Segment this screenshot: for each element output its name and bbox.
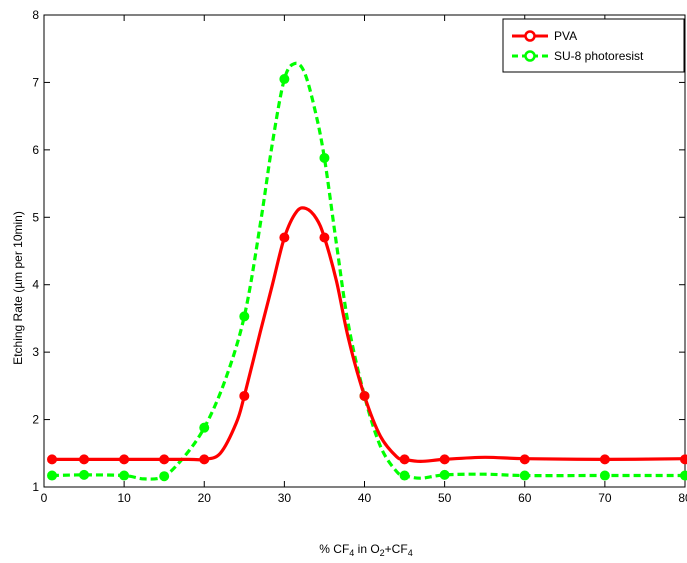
- x-axis-label-plus: +CF: [385, 542, 408, 556]
- x-tick-label: 30: [278, 491, 292, 505]
- y-tick-label: 4: [32, 278, 39, 292]
- data-point-pva: [200, 455, 209, 464]
- y-axis-label: Etching Rate (µm per 10min): [11, 211, 25, 365]
- data-point-su8: [120, 471, 129, 480]
- x-tick-label: 80: [678, 491, 687, 505]
- data-point-su8: [600, 471, 609, 480]
- data-point-su8: [681, 471, 687, 480]
- y-tick-label: 2: [32, 413, 39, 427]
- data-point-pva: [120, 455, 129, 464]
- x-tick-label: 70: [598, 491, 612, 505]
- x-tick-label: 50: [438, 491, 452, 505]
- legend-pva-marker: [526, 32, 535, 41]
- series-line-pva: [52, 208, 685, 462]
- legend-pva-label: PVA: [554, 29, 577, 43]
- data-point-pva: [440, 455, 449, 464]
- data-point-su8: [80, 470, 89, 479]
- data-point-su8: [440, 470, 449, 479]
- series-lines-layer: [52, 63, 685, 479]
- x-axis-label-middle: in O: [354, 542, 379, 556]
- legend: PVA SU-8 photoresist: [503, 19, 684, 72]
- y-tick-label: 6: [32, 143, 39, 157]
- data-point-pva: [280, 233, 289, 242]
- data-point-su8: [320, 153, 329, 162]
- y-tick-label: 3: [32, 345, 39, 359]
- x-tick-label: 20: [198, 491, 212, 505]
- data-point-pva: [80, 455, 89, 464]
- legend-su8-label: SU-8 photoresist: [554, 49, 644, 63]
- x-tick-label: 10: [117, 491, 131, 505]
- axes-layer: 0 10 20 30 40 50 60 70 80 1 2 3 4 5 6 7 8: [32, 8, 687, 505]
- data-point-su8: [200, 423, 209, 432]
- legend-box: [503, 19, 684, 72]
- data-point-pva: [320, 233, 329, 242]
- data-point-pva: [240, 391, 249, 400]
- data-point-su8: [160, 472, 169, 481]
- legend-su8-marker: [526, 52, 535, 61]
- y-tick-label: 7: [32, 75, 39, 89]
- x-tick-label: 40: [358, 491, 372, 505]
- data-point-su8: [48, 471, 57, 480]
- series-line-su8: [52, 63, 685, 479]
- x-axis-label-sub3: 4: [408, 548, 413, 558]
- data-point-pva: [160, 455, 169, 464]
- data-point-pva: [360, 391, 369, 400]
- data-point-pva: [681, 455, 687, 464]
- data-point-su8: [240, 312, 249, 321]
- data-point-su8: [280, 75, 289, 84]
- data-point-pva: [600, 455, 609, 464]
- data-point-pva: [520, 455, 529, 464]
- x-axis-label-prefix: % CF: [319, 542, 349, 556]
- y-tick-label: 1: [32, 480, 39, 494]
- y-tick-label: 5: [32, 210, 39, 224]
- x-axis-label: % CF4 in O2+CF4: [319, 542, 412, 558]
- x-tick-label: 0: [41, 491, 48, 505]
- plot-frame: [44, 15, 685, 487]
- series-markers-layer: [48, 75, 687, 481]
- data-point-su8: [400, 471, 409, 480]
- y-tick-label: 8: [32, 8, 39, 22]
- data-point-su8: [520, 471, 529, 480]
- x-tick-label: 60: [518, 491, 532, 505]
- data-point-pva: [400, 455, 409, 464]
- data-point-pva: [48, 455, 57, 464]
